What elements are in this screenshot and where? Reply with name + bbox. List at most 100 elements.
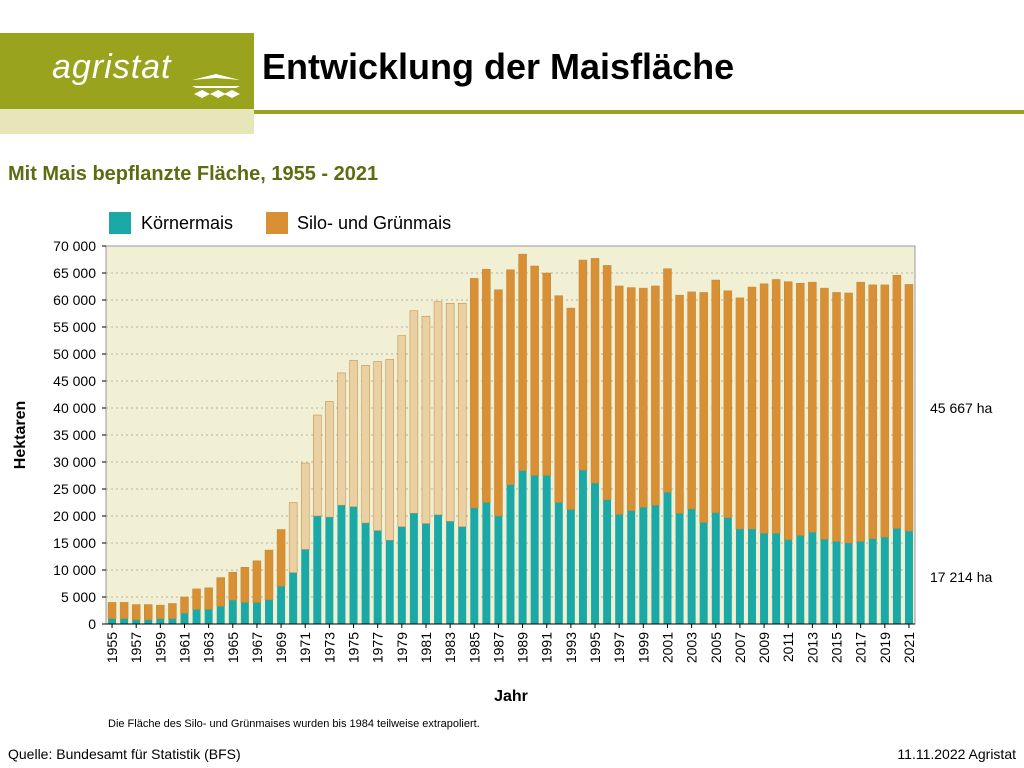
bar-koernermais-1978 bbox=[385, 540, 394, 624]
bar-silomais-1977 bbox=[373, 361, 382, 531]
x-tick-label: 1959 bbox=[152, 632, 168, 663]
bar-koernermais-1956 bbox=[120, 618, 129, 624]
bar-silomais-1983 bbox=[445, 302, 455, 522]
y-tick-label: 10 000 bbox=[53, 562, 96, 578]
bar-silomais-1967 bbox=[252, 560, 262, 603]
x-tick-label: 1991 bbox=[539, 632, 555, 663]
x-tick-label: 2007 bbox=[732, 632, 748, 663]
bar-koernermais-1989 bbox=[518, 470, 527, 624]
x-tick-label: 2015 bbox=[829, 632, 845, 663]
annotation-silomais-2021: 45 667 ha bbox=[930, 400, 992, 416]
bar-koernermais-1955 bbox=[108, 618, 117, 624]
bar-koernermais-1997 bbox=[615, 514, 624, 624]
bar-koernermais-1965 bbox=[228, 600, 237, 624]
bar-silomais-1973 bbox=[325, 401, 334, 518]
bar-koernermais-1976 bbox=[361, 523, 370, 624]
bar-silomais-2014 bbox=[820, 287, 829, 540]
bar-koernermais-1970 bbox=[289, 572, 298, 624]
x-tick-label: 2003 bbox=[684, 632, 700, 663]
bar-koernermais-1967 bbox=[252, 602, 261, 624]
bar-silomais-1957 bbox=[131, 604, 141, 620]
bar-silomais-1955 bbox=[107, 602, 117, 619]
x-tick-label: 1973 bbox=[321, 632, 337, 663]
bar-silomais-2005 bbox=[711, 279, 721, 514]
legend-swatch-koernermais bbox=[109, 212, 131, 234]
bar-koernermais-1974 bbox=[337, 505, 346, 624]
bar-silomais-1989 bbox=[518, 253, 527, 471]
y-tick-label: 15 000 bbox=[53, 535, 96, 551]
bar-silomais-1995 bbox=[590, 258, 600, 484]
y-tick-label: 70 000 bbox=[53, 238, 96, 254]
legend-label-koernermais: Körnermais bbox=[141, 213, 233, 233]
x-axis-ticks: 1955 1957 1959 1961 1963 1965 1967 1969 1971 1973… bbox=[104, 624, 917, 663]
bar-koernermais-2002 bbox=[675, 513, 684, 624]
bar-silomais-1958 bbox=[144, 604, 153, 620]
y-axis-ticks: 0 5 000 10 000 15 000 20 000 25 000 30 000 35 0… bbox=[53, 238, 106, 632]
bar-silomais-1984 bbox=[457, 302, 467, 528]
bar-silomais-1969 bbox=[276, 529, 286, 587]
bar-koernermais-2013 bbox=[808, 532, 817, 624]
bar-silomais-1997 bbox=[614, 285, 624, 515]
bar-koernermais-1962 bbox=[192, 609, 201, 624]
y-tick-label: 40 000 bbox=[53, 400, 96, 416]
bar-silomais-1963 bbox=[204, 587, 213, 610]
x-tick-label: 1987 bbox=[490, 632, 506, 663]
x-tick-label: 2019 bbox=[877, 632, 893, 663]
x-tick-label: 1961 bbox=[176, 632, 192, 663]
bar-koernermais-1957 bbox=[132, 619, 141, 624]
x-tick-label: 2013 bbox=[804, 632, 820, 663]
bar-koernermais-2003 bbox=[687, 508, 696, 624]
x-tick-label: 2011 bbox=[780, 632, 796, 662]
bar-koernermais-1977 bbox=[373, 530, 382, 624]
bar-koernermais-2004 bbox=[699, 522, 708, 624]
bar-silomais-2011 bbox=[783, 281, 793, 541]
bar-silomais-1971 bbox=[300, 462, 310, 550]
bar-silomais-1998 bbox=[627, 287, 636, 511]
bar-silomais-1961 bbox=[180, 596, 189, 614]
bar-koernermais-1961 bbox=[180, 613, 189, 624]
bar-koernermais-2005 bbox=[711, 512, 720, 624]
bar-silomais-1992 bbox=[554, 295, 564, 503]
x-tick-label: 1977 bbox=[370, 632, 386, 663]
bar-koernermais-2020 bbox=[892, 528, 901, 624]
bar-silomais-2000 bbox=[651, 285, 660, 506]
bar-silomais-2007 bbox=[735, 297, 745, 530]
bar-koernermais-1966 bbox=[240, 602, 249, 624]
bar-silomais-1976 bbox=[361, 365, 370, 524]
bar-koernermais-2001 bbox=[663, 492, 672, 624]
y-tick-label: 35 000 bbox=[53, 427, 96, 443]
bar-silomais-1975 bbox=[349, 360, 358, 508]
x-tick-label: 2005 bbox=[708, 632, 724, 663]
bar-koernermais-1959 bbox=[156, 618, 165, 624]
y-tick-label: 0 bbox=[88, 616, 96, 632]
bar-koernermais-2015 bbox=[832, 541, 841, 624]
chart-legend: Körnermais Silo- und Grünmais bbox=[109, 212, 451, 234]
bar-koernermais-1990 bbox=[530, 475, 539, 624]
y-tick-label: 20 000 bbox=[53, 508, 96, 524]
bar-koernermais-1988 bbox=[506, 484, 515, 624]
bar-silomais-2015 bbox=[832, 292, 841, 542]
bar-koernermais-1960 bbox=[168, 618, 177, 624]
bar-koernermais-1973 bbox=[325, 517, 334, 624]
logo-banner bbox=[0, 33, 254, 109]
bar-silomais-1959 bbox=[156, 604, 165, 619]
bar-silomais-1999 bbox=[639, 287, 648, 508]
bar-silomais-1974 bbox=[337, 372, 346, 506]
y-axis-title: Hektaren bbox=[12, 401, 29, 469]
bar-silomais-1972 bbox=[313, 414, 322, 517]
bar-silomais-1993 bbox=[566, 307, 576, 510]
bar-koernermais-1995 bbox=[591, 483, 600, 624]
logo-text: agristat bbox=[52, 48, 172, 86]
x-tick-label: 1969 bbox=[273, 632, 289, 663]
date-author: 11.11.2022 Agristat bbox=[897, 746, 1016, 762]
bar-silomais-1988 bbox=[506, 269, 515, 485]
bar-silomais-2006 bbox=[723, 290, 733, 518]
bar-koernermais-1969 bbox=[277, 586, 286, 624]
bar-koernermais-1994 bbox=[578, 470, 587, 624]
x-tick-label: 1983 bbox=[442, 632, 458, 663]
bar-silomais-1964 bbox=[216, 577, 225, 607]
bar-koernermais-2008 bbox=[748, 528, 756, 624]
x-axis-title: Jahr bbox=[494, 688, 528, 705]
x-tick-label: 2017 bbox=[853, 632, 869, 663]
bar-silomais-1970 bbox=[288, 502, 298, 573]
